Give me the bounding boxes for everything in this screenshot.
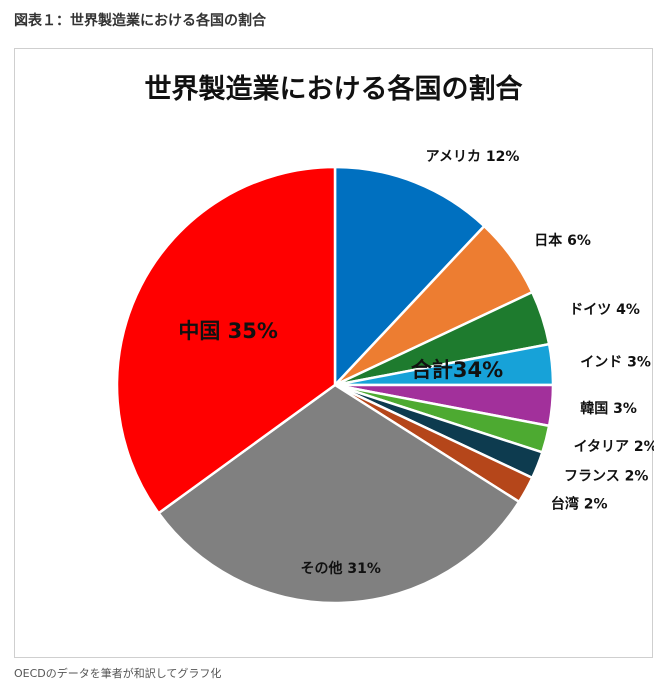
- chart-title: 世界製造業における各国の割合: [144, 74, 523, 105]
- slice-label: フランス 2%: [564, 469, 648, 485]
- slice-label: ドイツ 4%: [569, 302, 640, 318]
- slice-label: 韓国 3%: [580, 400, 637, 417]
- chart-frame: 世界製造業における各国の割合 アメリカ 12% 日本 6% ドイツ 4% インド 3%…: [14, 48, 654, 658]
- slice-label: イタリア 2%: [574, 439, 654, 455]
- slice-label: 日本 6%: [534, 232, 591, 249]
- slice-label: 中国 35%: [178, 319, 278, 343]
- pie-chart: アメリカ 12% 日本 6% ドイツ 4% インド 3% 韓国 3% イタリア 2% フラン…: [115, 149, 654, 605]
- pie-slice: [156, 383, 521, 605]
- annotation-label: 合計34%: [411, 358, 503, 382]
- source-note: OECDのデータを筆者が和訳してグラフ化: [14, 667, 222, 680]
- slice-label: インド 3%: [580, 355, 651, 371]
- figure-caption: 図表１：世界製造業における各国の割合: [14, 13, 266, 29]
- pie-slice: [115, 165, 337, 515]
- slice-label: 台湾 2%: [551, 496, 608, 513]
- slice-label: その他 31%: [301, 560, 381, 577]
- pie-slice: [333, 165, 486, 389]
- slice-label: アメリカ 12%: [426, 149, 520, 165]
